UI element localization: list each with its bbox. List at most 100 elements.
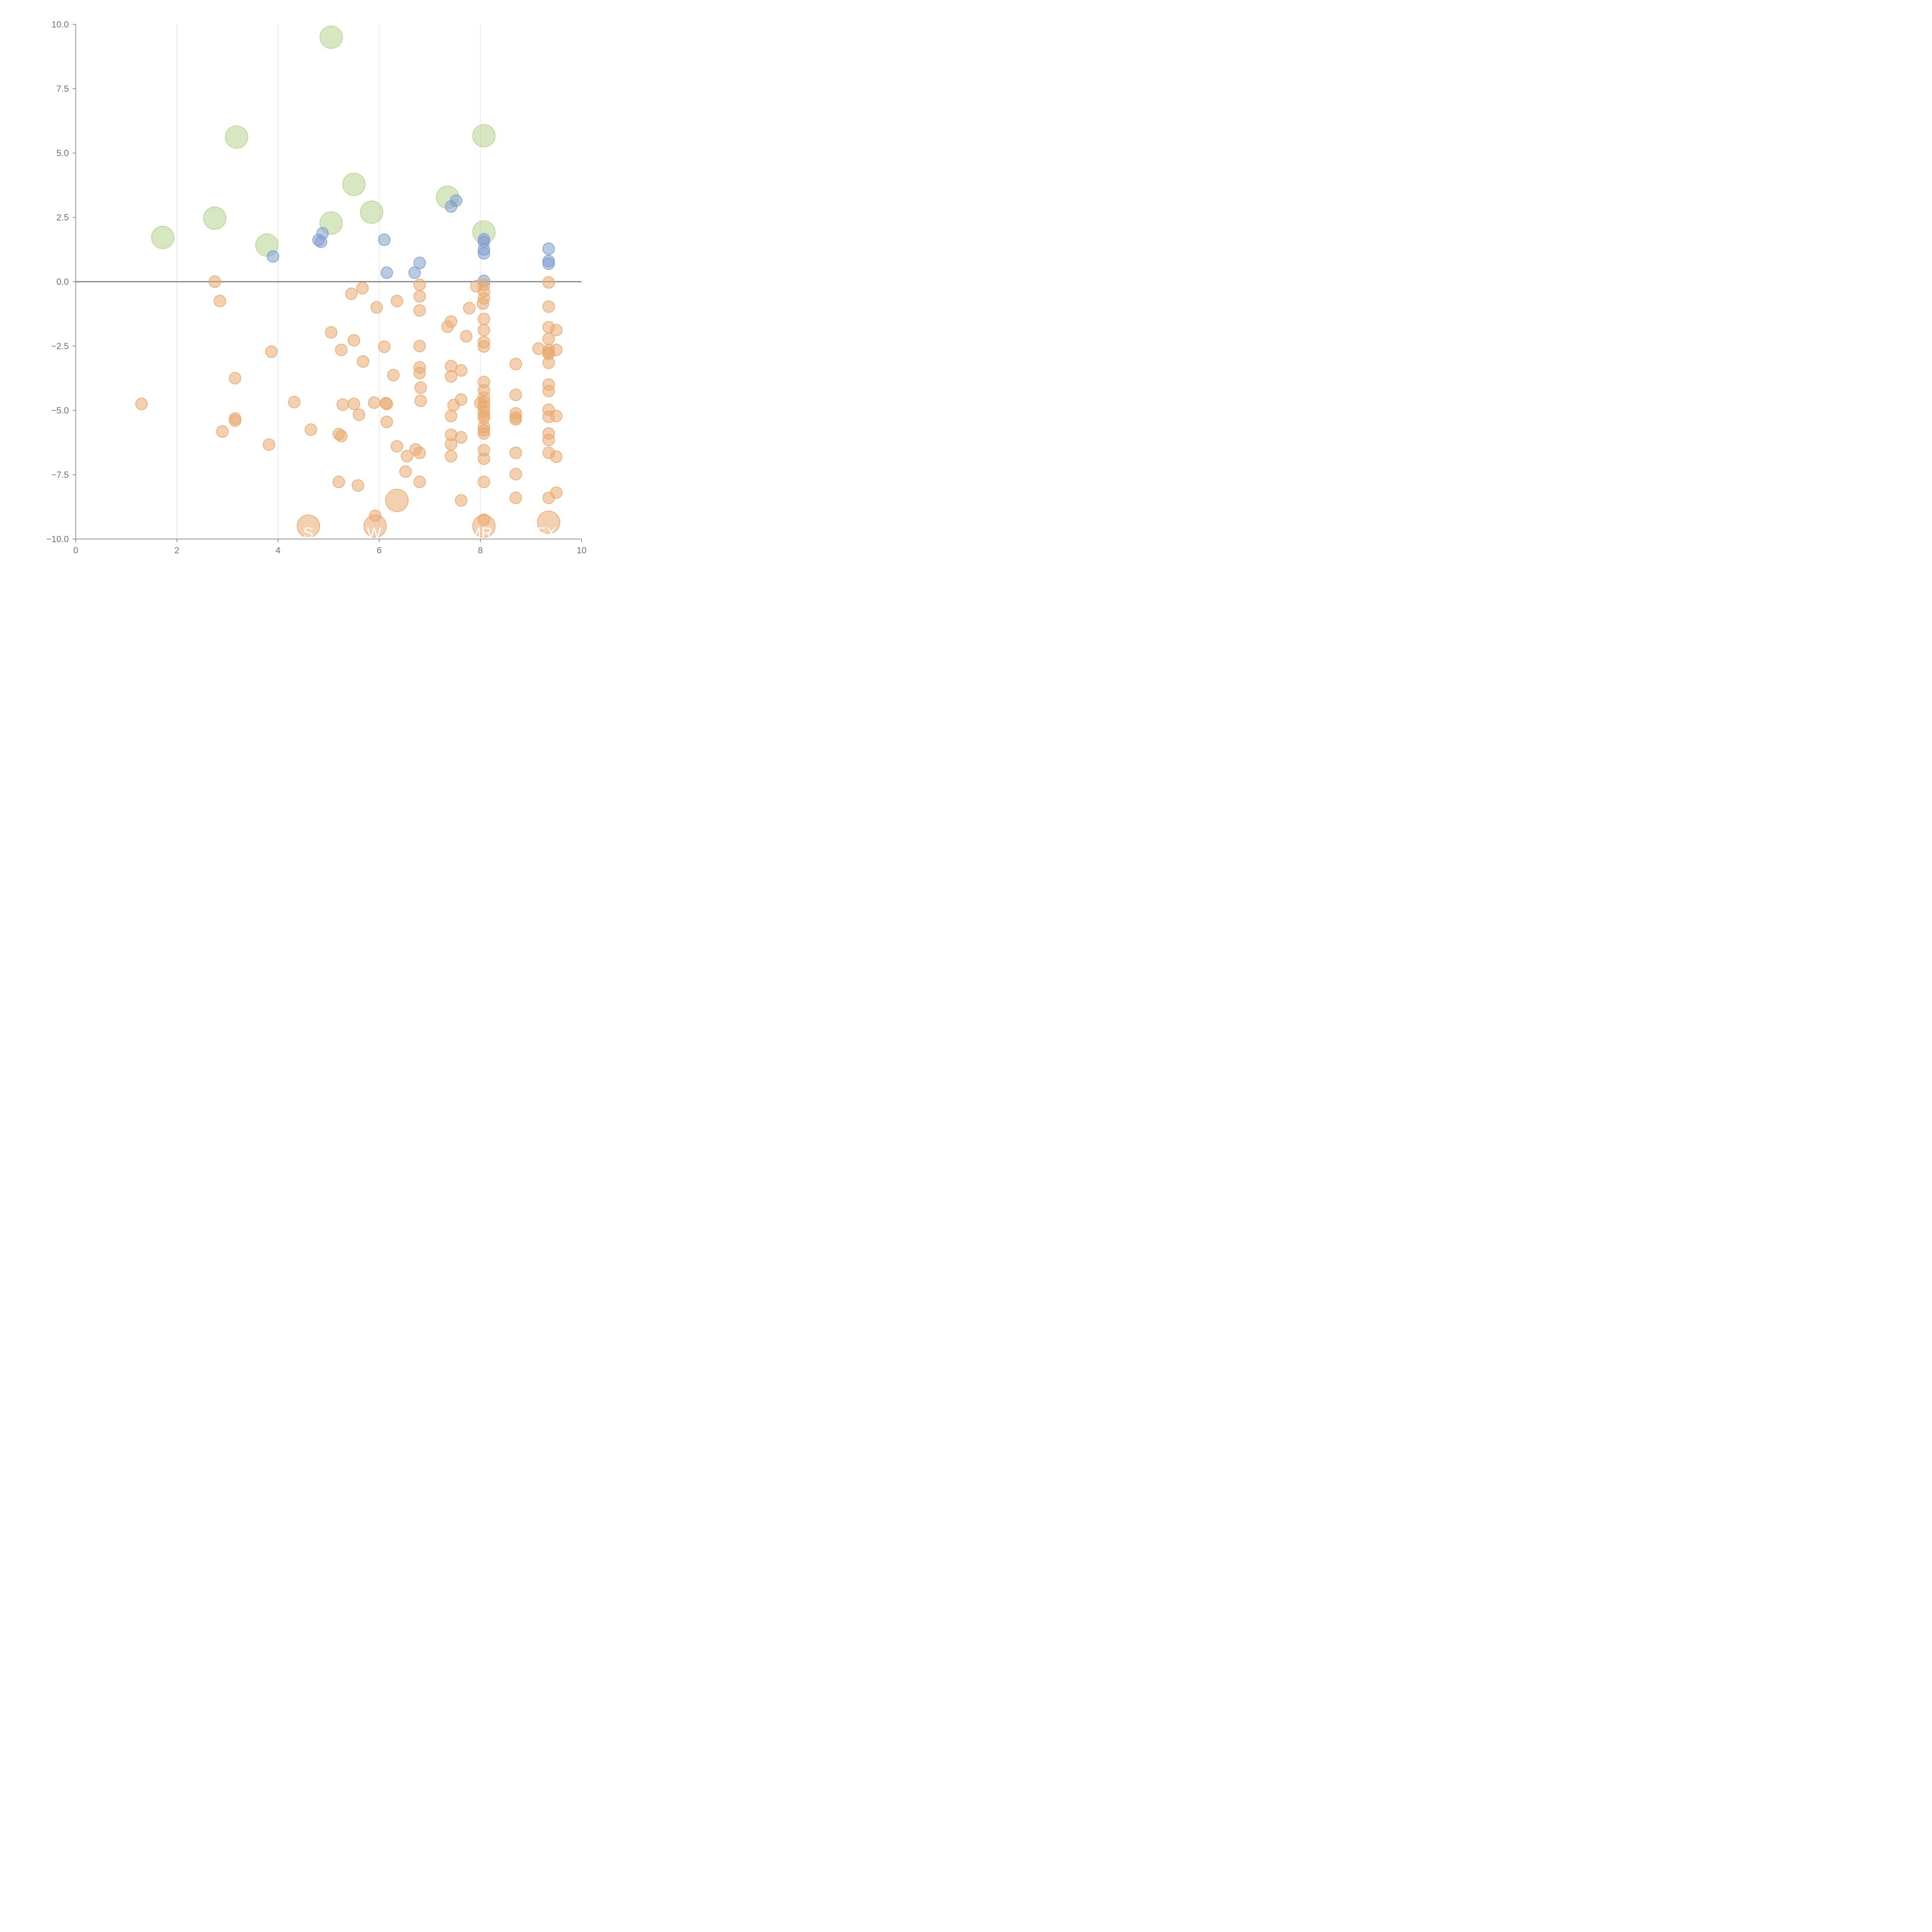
data-point bbox=[214, 294, 226, 307]
data-point bbox=[368, 396, 381, 409]
data-point bbox=[378, 233, 391, 246]
data-point bbox=[356, 282, 369, 294]
data-point bbox=[472, 124, 496, 148]
data-point bbox=[391, 294, 403, 307]
data-point bbox=[316, 227, 329, 240]
bubble-label: MR bbox=[468, 524, 492, 541]
data-point bbox=[472, 514, 496, 538]
data-point bbox=[263, 438, 276, 451]
data-point bbox=[408, 266, 421, 279]
data-point bbox=[347, 398, 360, 410]
data-point bbox=[478, 324, 490, 337]
data-point bbox=[455, 393, 468, 406]
bubble-scatter-chart: 0 2 4 6 8 10 10.0 7.5 5.0 2.5 0.0 −2.5 −5.0 −7.5 −10.0… bbox=[46, 19, 587, 555]
data-point bbox=[460, 330, 473, 343]
data-point bbox=[414, 381, 427, 394]
data-point bbox=[478, 427, 490, 440]
data-point bbox=[413, 446, 426, 459]
data-point bbox=[450, 194, 463, 207]
data-point bbox=[381, 415, 393, 428]
data-point bbox=[288, 396, 301, 408]
y-tick-label: 7.5 bbox=[56, 84, 69, 94]
y-tick-label: 5.0 bbox=[56, 148, 69, 158]
data-point bbox=[381, 398, 393, 410]
data-point bbox=[304, 423, 317, 436]
data-point bbox=[135, 398, 148, 410]
data-point bbox=[455, 494, 468, 507]
data-point bbox=[509, 389, 522, 401]
data-point bbox=[478, 247, 490, 260]
data-point bbox=[542, 257, 555, 270]
data-point bbox=[550, 344, 563, 356]
data-point bbox=[387, 369, 400, 381]
bubble-labels: S W MR EX bbox=[303, 524, 556, 541]
x-tick-label: 2 bbox=[174, 545, 179, 555]
data-point bbox=[455, 431, 468, 444]
bubble-marks bbox=[135, 26, 563, 538]
data-point bbox=[550, 450, 563, 463]
data-point bbox=[550, 324, 563, 337]
data-point bbox=[399, 465, 412, 478]
data-point bbox=[445, 450, 457, 463]
data-point bbox=[542, 276, 555, 289]
x-tick-label: 4 bbox=[276, 545, 281, 555]
data-point bbox=[385, 489, 409, 512]
data-point bbox=[381, 266, 393, 279]
data-point bbox=[542, 356, 555, 369]
data-point bbox=[229, 414, 242, 427]
data-point bbox=[370, 301, 383, 314]
data-point bbox=[413, 257, 426, 269]
data-point bbox=[542, 434, 555, 446]
data-point bbox=[478, 313, 490, 325]
y-tick-label: −7.5 bbox=[51, 470, 69, 480]
x-tick-label: 6 bbox=[377, 545, 382, 555]
data-point bbox=[542, 385, 555, 398]
data-point bbox=[335, 430, 348, 442]
x-tick-label: 8 bbox=[478, 545, 483, 555]
bubble-label: W bbox=[367, 524, 381, 541]
data-point bbox=[550, 486, 563, 499]
data-point bbox=[391, 440, 403, 453]
y-tick-label: 0.0 bbox=[56, 277, 69, 287]
data-point bbox=[297, 514, 320, 538]
data-point bbox=[342, 173, 366, 196]
x-tick-label: 10 bbox=[577, 545, 587, 555]
data-point bbox=[445, 410, 457, 422]
data-point bbox=[208, 276, 221, 288]
data-point bbox=[414, 395, 427, 407]
data-point bbox=[463, 302, 476, 315]
data-point bbox=[445, 438, 457, 451]
data-point bbox=[478, 292, 490, 305]
data-point bbox=[337, 398, 349, 411]
data-point bbox=[345, 287, 358, 300]
data-point bbox=[542, 242, 555, 255]
data-point bbox=[445, 315, 457, 328]
data-point bbox=[229, 372, 242, 384]
data-point bbox=[360, 201, 383, 224]
y-tick-label: −2.5 bbox=[51, 341, 69, 351]
data-point bbox=[478, 476, 490, 488]
data-point bbox=[225, 125, 248, 149]
data-point bbox=[413, 367, 426, 379]
data-point bbox=[455, 364, 468, 377]
data-point bbox=[413, 290, 426, 303]
data-point bbox=[550, 410, 563, 422]
y-tick-label: 2.5 bbox=[56, 213, 69, 223]
data-point bbox=[267, 250, 279, 263]
y-tick-label: 10.0 bbox=[51, 19, 69, 29]
data-point bbox=[478, 340, 490, 353]
data-point bbox=[413, 476, 426, 488]
data-point bbox=[325, 326, 338, 339]
y-tick-label: −10.0 bbox=[46, 534, 69, 544]
data-point bbox=[363, 514, 387, 538]
data-point bbox=[203, 206, 226, 230]
bubble-label: EX bbox=[536, 524, 556, 541]
data-point bbox=[509, 413, 522, 426]
data-point bbox=[151, 226, 175, 249]
data-point bbox=[265, 345, 278, 358]
axes: 0 2 4 6 8 10 10.0 7.5 5.0 2.5 0.0 −2.5 −5.0 −7.5 −10.0 bbox=[46, 19, 587, 555]
data-point bbox=[353, 408, 366, 421]
data-point bbox=[445, 370, 457, 383]
data-point bbox=[352, 479, 364, 492]
data-point bbox=[537, 510, 560, 534]
